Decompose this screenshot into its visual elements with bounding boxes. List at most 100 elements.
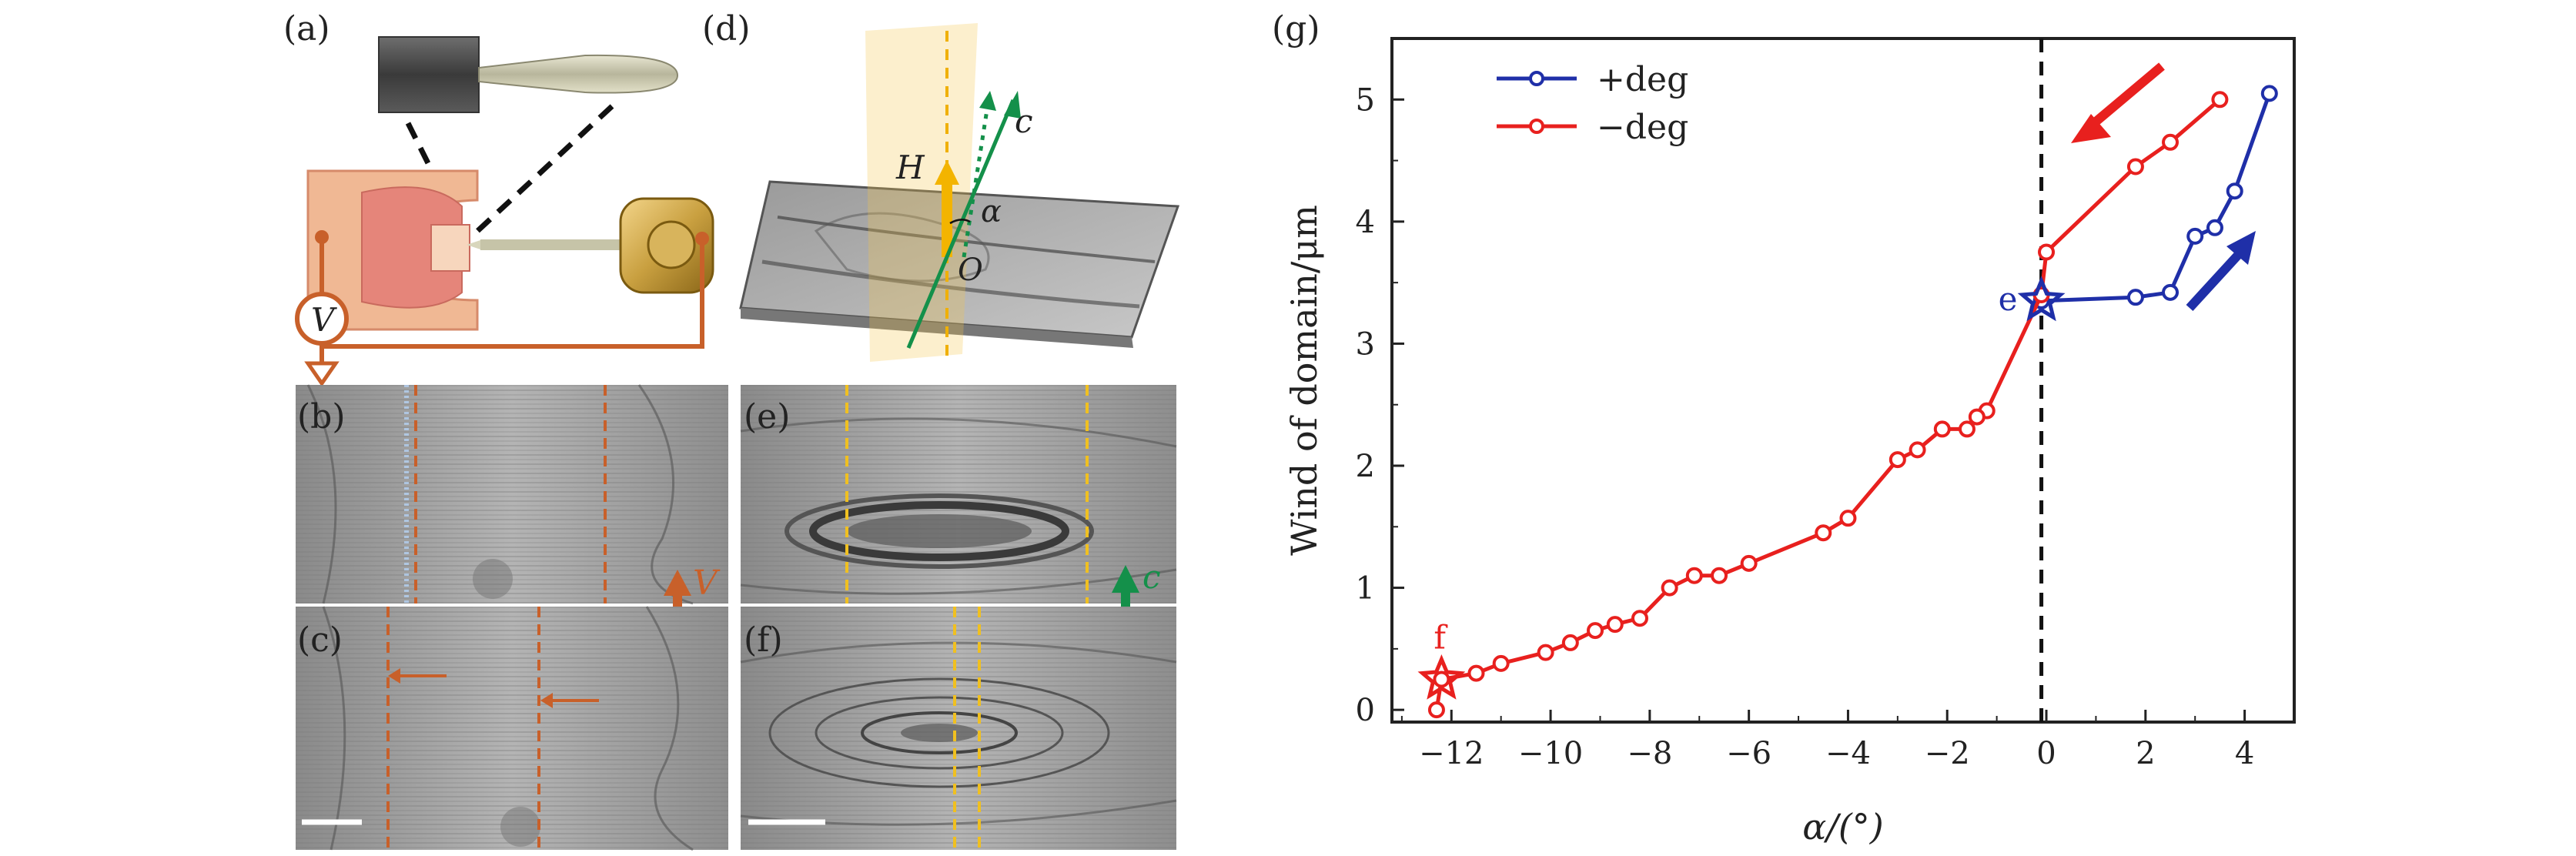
y-axis-label: Wind of domain/μm: [1283, 205, 1325, 556]
label-c-d: c: [1015, 102, 1033, 140]
data-point: [1711, 567, 1728, 584]
data-point: [2211, 91, 2229, 109]
star-marker-label-f: f: [1434, 619, 1448, 657]
data-point: [2226, 182, 2243, 200]
data-point: [1815, 524, 1832, 542]
data-point: [1933, 420, 1951, 438]
angle-arc: [949, 219, 971, 225]
panel-label-f: (f): [744, 620, 783, 660]
trend-arrow-plus: [2186, 231, 2256, 312]
legend-marker-plus: [1529, 71, 1544, 86]
data-point: [1968, 408, 1986, 426]
data-point: [1685, 567, 1703, 584]
data-point: [1839, 510, 1857, 527]
panel-b-micrograph: V (b): [296, 384, 728, 654]
data-point: [2126, 289, 2144, 306]
y-tick-label: 3: [1356, 326, 1375, 362]
data-point: [2260, 85, 2278, 102]
panel-label-e: (e): [744, 397, 790, 436]
chart-ticks: −12 −10 −8 −6 −4 −2 0 2 4 0 1 2 3 4 5: [1356, 82, 2295, 771]
label-velocity: V: [693, 563, 721, 603]
x-tick-label: 2: [2136, 736, 2155, 771]
panel-e-micrograph: c (e): [740, 385, 1177, 656]
x-tick-label: 0: [2036, 736, 2056, 771]
wall-arrow-right-icon: [540, 693, 553, 708]
data-point: [2206, 219, 2223, 236]
chart-series: [1427, 85, 2278, 719]
panel-label-b: (b): [297, 397, 346, 436]
panel-f-micrograph: (f): [740, 607, 1177, 850]
panel-label-g: (g): [1272, 9, 1320, 48]
field-plane: [865, 23, 978, 362]
data-point: [1467, 664, 1485, 682]
x-tick-label: −12: [1419, 736, 1484, 771]
data-point: [1537, 644, 1554, 661]
legend-label-minus: −deg: [1597, 108, 1688, 147]
zoom-line-right: [472, 104, 614, 236]
velocity-arrow-icon: [664, 570, 691, 596]
panel-label-a: (a): [283, 9, 330, 48]
data-point: [2162, 133, 2180, 151]
tungsten-tip-icon: [478, 54, 679, 94]
data-point: [1889, 451, 1906, 469]
star-marker-f: [1417, 654, 1466, 700]
trend-arrow-minus-icon: [2071, 114, 2111, 143]
star-marker-label-e: e: [1999, 280, 2018, 318]
field-arrow-icon: [935, 160, 959, 185]
c-axis-arrow-icon: [1004, 91, 1021, 119]
legend-label-plus: +deg: [1597, 60, 1688, 99]
data-point: [1606, 616, 1624, 634]
needle-tip-icon: [467, 240, 480, 249]
voltmeter-arrow-icon: [304, 361, 340, 387]
sample-disc-icon: [361, 186, 463, 309]
c-axis-dotted: [962, 99, 991, 258]
panel-label-c: (c): [297, 620, 343, 660]
y-tick-label: 5: [1356, 82, 1375, 118]
y-tick-label: 0: [1356, 693, 1375, 728]
panel-c-micrograph: (c): [296, 606, 728, 851]
label-O: O: [958, 252, 983, 288]
chart-frame: [1390, 37, 2296, 724]
data-point: [1587, 622, 1604, 640]
chart-markers: ef: [1417, 276, 2066, 700]
panel-d-schematic: (d) H c α O: [702, 9, 1180, 362]
x-tick-label: −2: [1925, 736, 1970, 771]
data-point: [2126, 158, 2144, 176]
x-tick-label: −8: [1627, 736, 1672, 771]
c-arrow-e-icon: [1112, 565, 1139, 593]
data-point: [1631, 610, 1648, 627]
x-tick-label: −10: [1518, 736, 1583, 771]
y-tick-label: 1: [1356, 571, 1375, 607]
data-point: [1661, 579, 1678, 597]
label-c-e: c: [1142, 558, 1161, 596]
data-point: [2038, 243, 2056, 261]
data-point: [1561, 634, 1579, 651]
x-tick-label: −4: [1825, 736, 1871, 771]
panel-label-d: (d): [702, 9, 751, 48]
legend: +deg −deg: [1497, 60, 1688, 147]
y-tick-label: 4: [1356, 205, 1375, 240]
trend-arrow-plus-icon: [2226, 231, 2256, 265]
panel-a-schematic: (a) V: [283, 9, 714, 387]
data-point: [1909, 441, 1926, 459]
data-point: [1740, 554, 1758, 572]
data-point: [1958, 420, 1975, 438]
series-line-1: [1434, 98, 2222, 711]
probe-holder-icon: [378, 36, 480, 113]
manipulator-knob-icon: [647, 220, 696, 269]
data-point: [2162, 283, 2180, 301]
data-point: [1427, 701, 1445, 719]
data-point: [1433, 670, 1450, 688]
y-tick-label: 2: [1356, 449, 1375, 484]
x-tick-label: 4: [2235, 736, 2254, 771]
c-axis-line: [906, 99, 1015, 349]
x-axis-label: α/(°): [1802, 806, 1883, 848]
x-tick-label: −6: [1726, 736, 1771, 771]
trend-arrow-minus: [2071, 62, 2165, 143]
voltmeter-label: V: [311, 301, 337, 339]
wall-arrow-left-icon: [388, 668, 400, 684]
star-marker-e: [2017, 276, 2066, 322]
label-alpha: α: [981, 194, 1002, 229]
